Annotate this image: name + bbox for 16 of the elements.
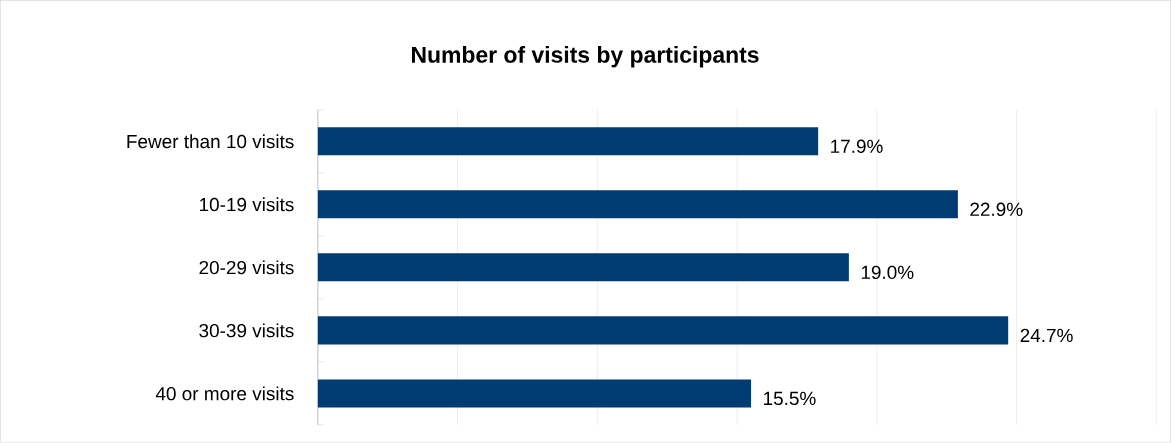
bar: [317, 253, 849, 282]
bar: [317, 127, 819, 156]
data-label: 19.0%: [861, 265, 914, 280]
data-label: 22.9%: [970, 202, 1023, 217]
y-tick-label: 20-29 visits: [199, 260, 294, 275]
y-tick-label: 40 or more visits: [155, 386, 294, 401]
y-tick-label: Fewer than 10 visits: [127, 134, 294, 149]
bar: [317, 379, 752, 408]
data-label: 15.5%: [764, 391, 816, 406]
data-label: 17.9%: [831, 139, 883, 154]
chart-title: Number of visits by participants: [412, 46, 759, 68]
y-tick-label: 10-19 visits: [199, 197, 294, 212]
data-label: 24.7%: [1020, 328, 1073, 343]
y-tick-label: 30-39 visits: [199, 323, 294, 338]
bar: [317, 190, 958, 219]
bar: [317, 316, 1009, 345]
